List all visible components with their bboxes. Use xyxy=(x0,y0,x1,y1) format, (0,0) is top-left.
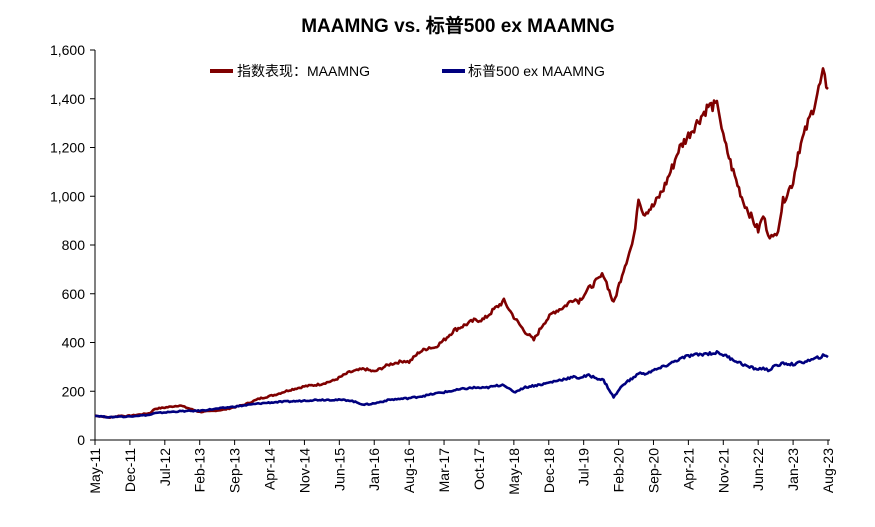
x-tick-label: May-18 xyxy=(506,448,522,495)
x-tick-label: Nov-21 xyxy=(715,448,731,493)
y-tick-label: 800 xyxy=(62,237,86,253)
y-tick-label: 0 xyxy=(77,432,85,448)
x-tick-label: Nov-14 xyxy=(296,448,312,493)
series-layer xyxy=(94,67,829,420)
y-tick-label: 400 xyxy=(62,335,86,351)
x-tick-label: Aug-16 xyxy=(401,448,417,493)
series-line-sp500-ex-maamng xyxy=(94,350,829,419)
x-tick-label: Sep-20 xyxy=(645,448,661,493)
x-tick-label: Oct-17 xyxy=(471,448,487,490)
x-tick-label: Jul-19 xyxy=(576,448,592,486)
y-tick-label: 1,600 xyxy=(50,42,85,58)
y-tick-label: 1,200 xyxy=(50,140,85,156)
x-tick-label: Jul-12 xyxy=(157,448,173,486)
series-line-maamng xyxy=(94,67,829,420)
x-tick-label: Feb-13 xyxy=(192,448,208,493)
x-tick-label: Jun-15 xyxy=(331,448,347,491)
y-axis-ticks: 0 200 400 600 800 1,000 1,200 1,400 1,600 xyxy=(50,42,95,448)
x-tick-label: Dec-11 xyxy=(122,448,138,492)
x-tick-label: Apr-14 xyxy=(262,448,278,490)
legend: 指数表现：MAAMNG 标普500 ex MAAMNG xyxy=(210,63,605,79)
legend-label-maamng: 指数表现：MAAMNG xyxy=(237,63,370,79)
x-tick-label: Dec-18 xyxy=(541,448,557,493)
legend-label-sp500-ex: 标普500 ex MAAMNG xyxy=(468,63,605,79)
x-tick-label: Jan-16 xyxy=(366,448,382,491)
x-axis-ticks: May-11 Dec-11 Jul-12 Feb-13 Sep-13 Apr-14 Nov-… xyxy=(87,440,836,495)
x-tick-label: Jan-23 xyxy=(785,448,801,491)
y-tick-label: 200 xyxy=(62,383,86,399)
y-tick-label: 1,000 xyxy=(50,188,85,204)
y-tick-label: 1,400 xyxy=(50,91,85,107)
x-tick-label: Mar-17 xyxy=(436,448,452,493)
chart-title: MAAMNG vs. 标普500 ex MAAMNG xyxy=(301,14,615,37)
x-tick-label: Sep-13 xyxy=(227,448,243,493)
x-tick-label: Aug-23 xyxy=(820,448,836,493)
y-tick-label: 600 xyxy=(62,286,86,302)
x-tick-label: May-11 xyxy=(87,448,103,494)
x-tick-label: Jun-22 xyxy=(750,448,766,491)
x-tick-label: Apr-21 xyxy=(680,448,696,490)
x-tick-label: Feb-20 xyxy=(611,448,627,493)
